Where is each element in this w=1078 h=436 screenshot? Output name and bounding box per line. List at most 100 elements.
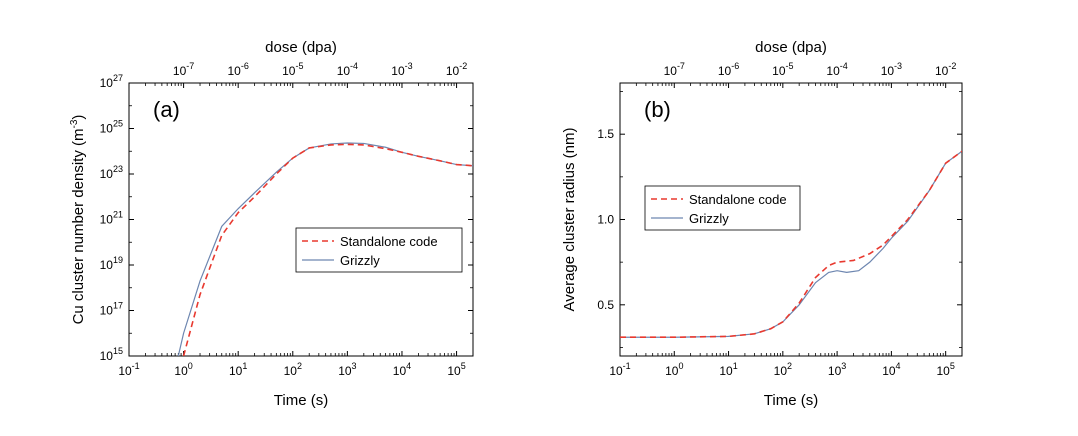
x-tick-label-base: 10 — [882, 364, 896, 378]
top-axis-title: dose (dpa) — [265, 39, 337, 56]
top-tick-label: 10-4 — [826, 61, 847, 78]
x-tick-label-exponent: 3 — [841, 361, 846, 371]
x-tick-label-exponent: 5 — [950, 361, 955, 371]
x-tick-label-base: 10 — [229, 364, 243, 378]
chart-panel-a: 10-1 100 101 102 103 104 105101510171019102110… — [69, 39, 474, 409]
top-tick-label-base: 10 — [718, 64, 732, 78]
x-tick-label: 104 — [882, 361, 900, 378]
x-tick-label-base: 10 — [174, 364, 188, 378]
panel-label: (a) — [153, 97, 180, 122]
top-tick-label-exponent: -7 — [677, 61, 685, 71]
y-axis-title-main: Average cluster radius (nm) — [561, 128, 578, 312]
legend-box — [644, 185, 801, 231]
legend-label: Grizzly — [340, 253, 380, 268]
top-tick-label: 10-2 — [935, 61, 956, 78]
top-tick-label: 10-7 — [664, 61, 685, 78]
top-tick-label-base: 10 — [228, 64, 242, 78]
top-tick-label-base: 10 — [446, 64, 460, 78]
top-tick-label-base: 10 — [391, 64, 405, 78]
x-tick-label-base: 10 — [719, 364, 733, 378]
y-axis-title: Average cluster radius (nm) — [561, 128, 578, 312]
y-tick-label: 1.5 — [597, 127, 614, 141]
top-tick-label-exponent: -2 — [948, 61, 956, 71]
legend-label: Standalone code — [689, 192, 787, 207]
top-tick-label-exponent: -6 — [241, 61, 249, 71]
x-tick-label-base: 10 — [338, 364, 352, 378]
y-tick-label-exponent: 25 — [113, 119, 123, 129]
x-tick-label: 102 — [284, 361, 302, 378]
x-tick-label-base: 10 — [936, 364, 950, 378]
series-line-grizzly — [620, 150, 962, 338]
x-tick-label-base: 10 — [774, 364, 788, 378]
x-tick-label: 101 — [719, 361, 737, 378]
x-tick-label: 105 — [936, 361, 954, 378]
y-tick-label-base: 1.5 — [597, 127, 614, 141]
x-tick-label-exponent: 0 — [678, 361, 683, 371]
x-tick-label-exponent: 4 — [406, 361, 411, 371]
x-tick-label: 10-1 — [609, 361, 630, 378]
x-tick-label-base: 10 — [665, 364, 679, 378]
y-tick-label: 1015 — [100, 346, 123, 363]
top-tick-label-base: 10 — [881, 64, 895, 78]
top-tick-label-base: 10 — [282, 64, 296, 78]
y-tick-label-exponent: 19 — [113, 255, 123, 265]
y-axis-title-tail: ) — [70, 115, 87, 120]
plot-frame — [128, 82, 474, 357]
x-axis-title: Time (s) — [274, 392, 328, 409]
top-tick-label: 10-7 — [173, 61, 194, 78]
x-axis-title: Time (s) — [764, 392, 818, 409]
y-tick-label: 1019 — [100, 255, 123, 272]
y-tick-label-base: 10 — [100, 122, 114, 136]
legend-label: Standalone code — [340, 234, 438, 249]
x-tick-label: 103 — [338, 361, 356, 378]
y-axis-title: Cu cluster number density (m-3) — [69, 115, 87, 325]
top-tick-label: 10-4 — [337, 61, 358, 78]
legend-box — [295, 227, 463, 273]
y-tick-label: 1027 — [100, 73, 123, 90]
x-tick-label: 102 — [774, 361, 792, 378]
top-axis-title: dose (dpa) — [755, 39, 827, 56]
y-tick-label: 1.0 — [597, 213, 614, 227]
top-tick-label-base: 10 — [337, 64, 351, 78]
x-tick-label-exponent: 5 — [461, 361, 466, 371]
x-tick-label-exponent: 1 — [733, 361, 738, 371]
x-tick-label: 101 — [229, 361, 247, 378]
y-tick-label: 1021 — [100, 210, 123, 227]
x-tick-label-base: 10 — [609, 364, 623, 378]
x-tick-label-exponent: 1 — [242, 361, 247, 371]
top-tick-label-base: 10 — [664, 64, 678, 78]
x-tick-label: 10-1 — [118, 361, 139, 378]
legend-label: Grizzly — [689, 211, 729, 226]
top-tick-label-exponent: -4 — [840, 61, 848, 71]
x-tick-label-exponent: 4 — [896, 361, 901, 371]
panel-label: (b) — [644, 97, 671, 122]
top-tick-label-exponent: -3 — [405, 61, 413, 71]
y-axis-title-superscript: -3 — [69, 119, 80, 128]
x-tick-label-base: 10 — [828, 364, 842, 378]
y-tick-label-base: 10 — [100, 76, 114, 90]
x-tick-label-exponent: -1 — [132, 361, 140, 371]
y-tick-label: 1025 — [100, 119, 123, 136]
y-tick-label-exponent: 23 — [113, 164, 123, 174]
top-tick-label: 10-3 — [881, 61, 902, 78]
y-tick-label-exponent: 27 — [113, 73, 123, 83]
top-tick-label-exponent: -5 — [786, 61, 794, 71]
top-tick-label: 10-5 — [772, 61, 793, 78]
top-tick-label-exponent: -7 — [186, 61, 194, 71]
series-line-standalone-code — [182, 143, 473, 356]
top-tick-label: 10-6 — [228, 61, 249, 78]
x-tick-label-exponent: 0 — [188, 361, 193, 371]
top-tick-label-base: 10 — [772, 64, 786, 78]
y-tick-label: 1017 — [100, 301, 123, 318]
x-tick-label: 100 — [665, 361, 683, 378]
y-tick-label-base: 10 — [100, 349, 114, 363]
top-tick-label-base: 10 — [826, 64, 840, 78]
top-tick-label-exponent: -4 — [350, 61, 358, 71]
x-tick-label: 103 — [828, 361, 846, 378]
x-tick-label-exponent: 2 — [787, 361, 792, 371]
legend: Standalone code Grizzly — [644, 185, 801, 231]
top-tick-label-exponent: -6 — [731, 61, 739, 71]
y-tick-label: 0.5 — [597, 298, 614, 312]
y-tick-label-exponent: 15 — [113, 346, 123, 356]
